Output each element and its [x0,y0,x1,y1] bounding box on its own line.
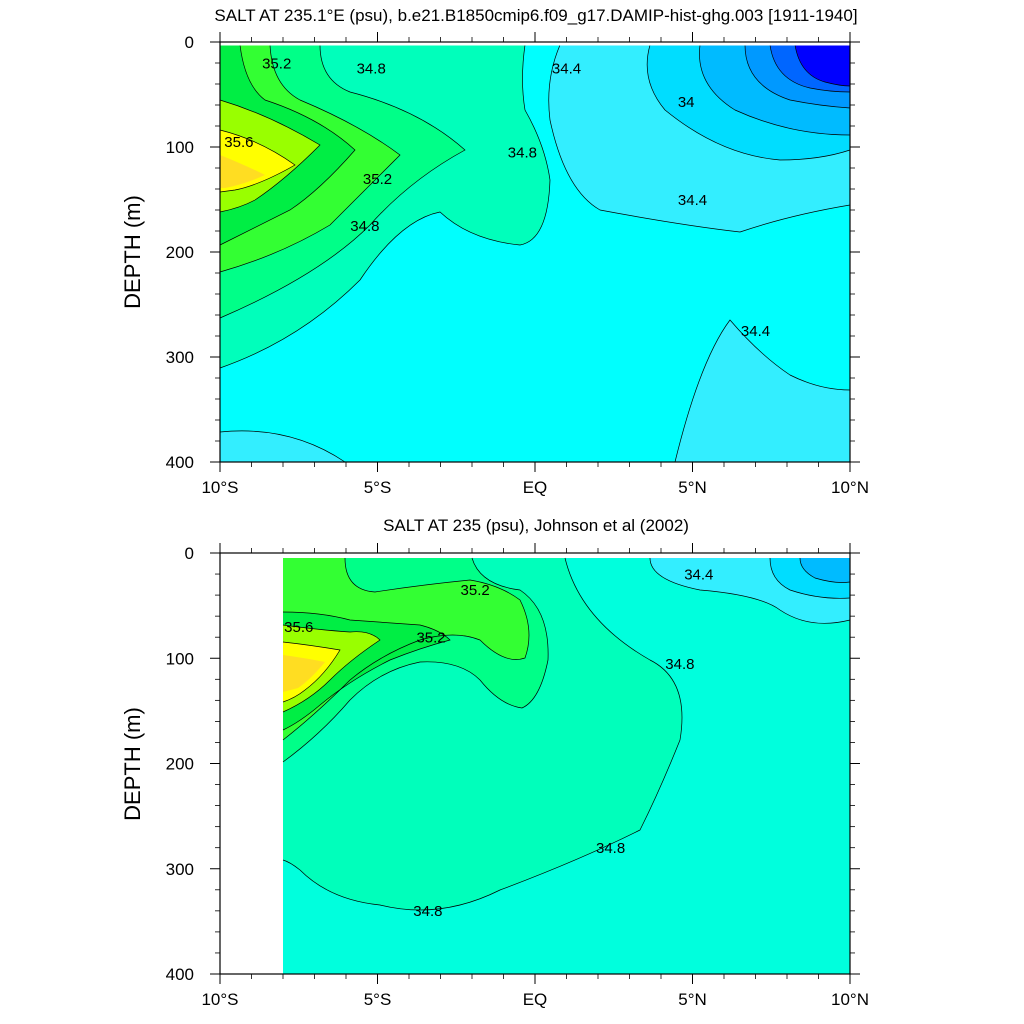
y-tick-label: 200 [166,243,194,262]
chart-bottom-contour-labels: 34.4 35.2 35.6 35.2 34.8 34.8 34.8 [284,566,713,920]
y-tick-label: 400 [166,453,194,472]
x-tick-label: EQ [523,478,548,497]
y-tick-label: 300 [166,348,194,367]
y-tick-label: 400 [166,965,194,984]
contour-label: 35.2 [262,55,291,72]
contour-label: 35.6 [224,134,253,151]
chart-top-plot-area [219,42,851,463]
x-tick-label: 5°N [678,990,707,1009]
contour-label: 34.8 [665,656,694,673]
chart-top-ylabel: DEPTH (m) [120,195,145,309]
chart-bottom-plot-area [282,557,851,974]
y-tick-label: 100 [166,649,194,668]
contour-label: 34.4 [684,566,713,583]
x-tick-label: 5°S [364,990,392,1009]
chart-top-y-ticks: 0 100 200 300 400 [166,33,860,472]
contour-label: 35.2 [363,171,392,188]
contour-label: 34.4 [552,61,581,78]
chart-bottom-ylabel: DEPTH (m) [120,707,145,821]
contour-label: 35.2 [416,629,445,646]
y-tick-label: 300 [166,860,194,879]
y-tick-label: 100 [166,138,194,157]
x-tick-label: 10°N [831,478,869,497]
chart-bottom-x-ticks: 10°S 5°S EQ 5°N 10°N [201,543,869,1009]
contour-label: 34.8 [350,218,379,235]
chart-bottom: SALT AT 235 (psu), Johnson et al (2002) [120,516,869,1009]
contour-label: 34.8 [596,840,625,857]
chart-top: SALT AT 235.1°E (psu), b.e21.B1850cmip6.… [120,6,869,497]
x-tick-label: 10°N [831,990,869,1009]
y-tick-label: 0 [185,33,194,52]
chart-top-x-ticks: 10°S 5°S EQ 5°N 10°N [201,32,869,497]
x-tick-label: 10°S [201,478,238,497]
chart-bottom-minor-ticks [215,548,855,979]
contour-label: 34.8 [508,145,537,162]
x-tick-label: 10°S [201,990,238,1009]
contour-label: 34 [678,94,695,111]
contour-label: 35.2 [461,582,490,599]
y-tick-label: 200 [166,755,194,774]
chart-top-minor-ticks [215,37,855,467]
contour-label: 34.4 [741,323,770,340]
contour-label: 34.8 [413,903,442,920]
chart-bottom-title: SALT AT 235 (psu), Johnson et al (2002) [383,516,689,535]
x-tick-label: EQ [523,990,548,1009]
contour-label: 35.6 [284,619,313,636]
y-tick-label: 0 [185,544,194,563]
x-tick-label: 5°S [364,478,392,497]
chart-top-contour-labels: 35.2 34.8 34.4 34 35.6 34.8 35.2 34.4 34.8 34.4 [224,55,770,340]
contour-label: 34.8 [357,61,386,78]
chart-bottom-y-ticks: 0 100 200 300 400 [166,544,860,984]
x-tick-label: 5°N [678,478,707,497]
contour-label: 34.4 [678,192,707,209]
chart-top-title: SALT AT 235.1°E (psu), b.e21.B1850cmip6.… [214,6,857,25]
